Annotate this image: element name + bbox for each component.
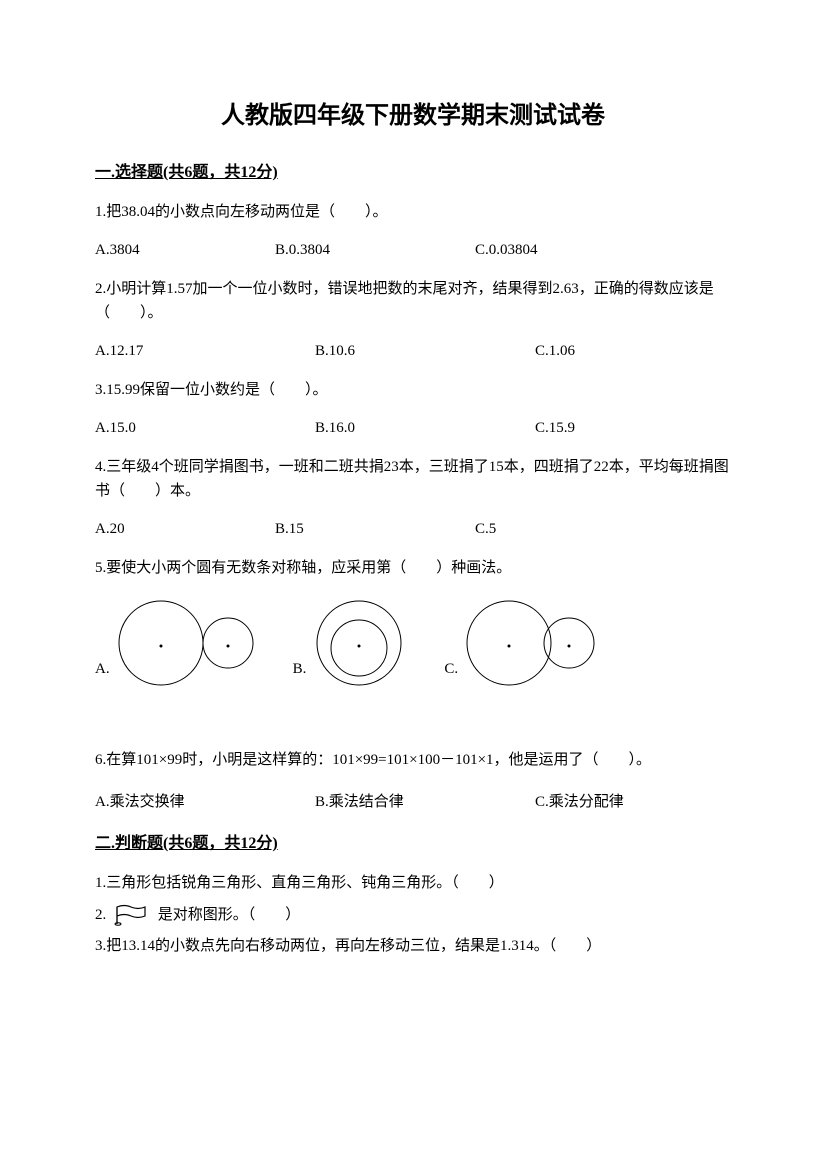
q3-option-b: B.16.0 — [315, 420, 535, 437]
diagram-option-b: B. — [293, 598, 410, 688]
diagram-option-a: A. — [95, 598, 258, 688]
tf-question-2: 2. 是对称图形。（ ） — [95, 903, 731, 929]
q4-option-c: C.5 — [475, 521, 655, 538]
q3-option-a: A.15.0 — [95, 420, 315, 437]
q1-option-a: A.3804 — [95, 242, 275, 259]
q6-option-a: A.乘法交换律 — [95, 790, 315, 811]
q5-option-b-label: B. — [293, 661, 307, 688]
question-5: 5.要使大小两个圆有无数条对称轴，应采用第（ ）种画法。 — [95, 556, 731, 580]
section-1-header: 一.选择题(共6题，共12分) — [95, 158, 731, 182]
section-2-header: 二.判断题(共6题，共12分) — [95, 829, 731, 853]
tf-question-1: 1.三角形包括锐角三角形、直角三角形、钝角三角形。（ ） — [95, 871, 731, 897]
question-5-diagrams: A. B. C. — [95, 598, 731, 688]
circles-intersect-icon — [461, 598, 606, 688]
question-1-options: A.3804 B.0.3804 C.0.03804 — [95, 242, 731, 259]
question-4: 4.三年级4个班同学捐图书，一班和二班共捐23本，三班捐了15本，四班捐了22本… — [95, 455, 731, 503]
question-1: 1.把38.04的小数点向左移动两位是（ ）。 — [95, 200, 731, 224]
q1-option-c: C.0.03804 — [475, 242, 655, 259]
q2-option-c: C.1.06 — [535, 343, 715, 360]
question-2: 2.小明计算1.57加一个一位小数时，错误地把数的末尾对齐，结果得到2.63，正… — [95, 277, 731, 325]
q6-option-c: C.乘法分配律 — [535, 790, 715, 811]
q3-option-c: C.15.9 — [535, 420, 715, 437]
page-title: 人教版四年级下册数学期末测试试卷 — [95, 95, 731, 130]
diagram-option-c: C. — [444, 598, 606, 688]
q6-option-b: B.乘法结合律 — [315, 790, 535, 811]
q4-option-a: A.20 — [95, 521, 275, 538]
tf-q2-prefix: 2. — [95, 907, 106, 923]
question-3: 3.15.99保留一位小数约是（ ）。 — [95, 378, 731, 402]
circles-concentric-icon — [309, 598, 409, 688]
flag-icon — [114, 904, 150, 926]
q2-option-b: B.10.6 — [315, 343, 535, 360]
q1-option-b: B.0.3804 — [275, 242, 475, 259]
tf-question-3: 3.把13.14的小数点先向右移动两位，再向左移动三位，结果是1.314。（ ） — [95, 934, 731, 960]
question-6-options: A.乘法交换律 B.乘法结合律 C.乘法分配律 — [95, 790, 731, 811]
q4-option-b: B.15 — [275, 521, 475, 538]
circles-tangent-icon — [113, 598, 258, 688]
tf-q2-suffix: 是对称图形。（ ） — [158, 907, 301, 923]
question-3-options: A.15.0 B.16.0 C.15.9 — [95, 420, 731, 437]
question-6: 6.在算101×99时，小明是这样算的：101×99=101×100－101×1… — [95, 748, 731, 772]
q2-option-a: A.12.17 — [95, 343, 315, 360]
question-2-options: A.12.17 B.10.6 C.1.06 — [95, 343, 731, 360]
q5-option-c-label: C. — [444, 661, 458, 688]
question-4-options: A.20 B.15 C.5 — [95, 521, 731, 538]
q5-option-a-label: A. — [95, 661, 110, 688]
